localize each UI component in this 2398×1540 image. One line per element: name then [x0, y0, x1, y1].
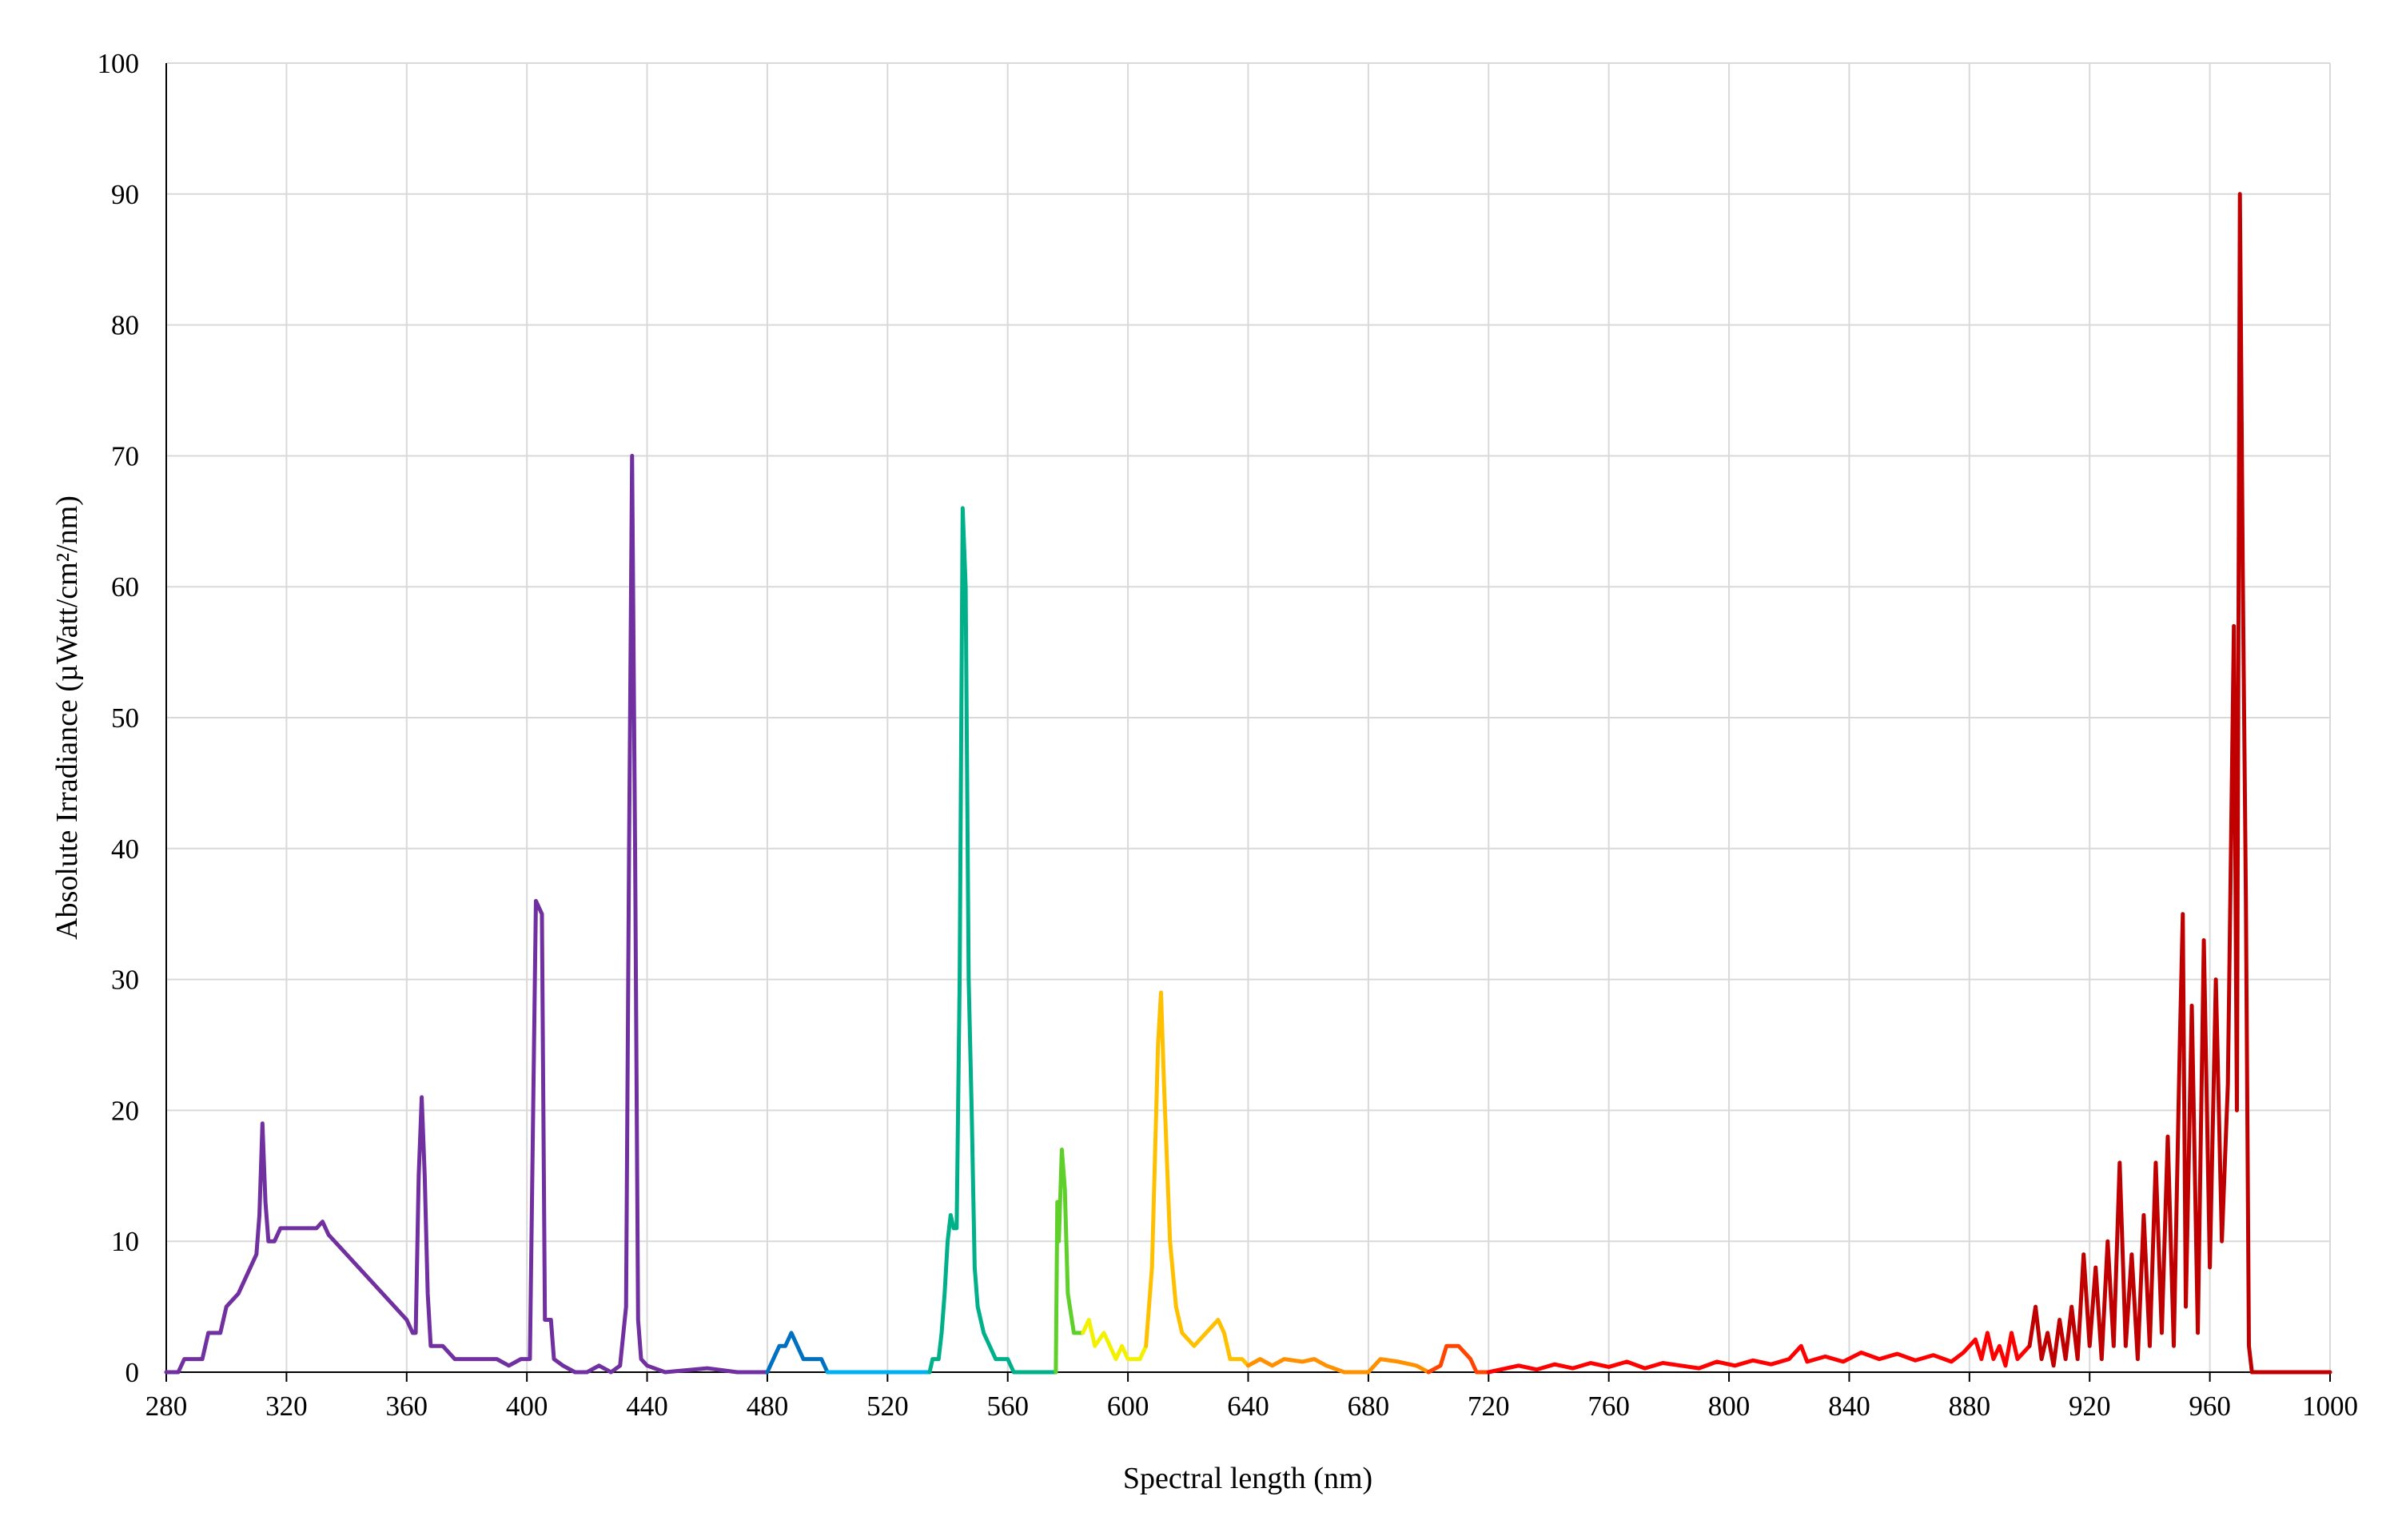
x-tick-label: 960 — [2189, 1391, 2231, 1422]
x-tick-label: 680 — [1348, 1391, 1390, 1422]
spectrum-line — [1081, 1317, 1149, 1362]
spectrum-line — [164, 453, 770, 1375]
x-tick-label: 280 — [145, 1391, 188, 1422]
x-tick-label: 640 — [1227, 1391, 1269, 1422]
spectrum-line — [927, 506, 1058, 1375]
x-tick-label: 440 — [626, 1391, 668, 1422]
x-tick-label: 600 — [1107, 1391, 1149, 1422]
x-tick-label: 880 — [1949, 1391, 1991, 1422]
y-tick-label: 10 — [111, 1226, 139, 1257]
x-tick-label: 760 — [1587, 1391, 1630, 1422]
y-tick-label: 70 — [111, 440, 139, 472]
y-tick-label: 50 — [111, 702, 139, 734]
y-tick-label: 40 — [111, 834, 139, 865]
x-tick-label: 560 — [986, 1391, 1029, 1422]
x-tick-label: 320 — [265, 1391, 308, 1422]
y-axis-title: Absolute Irradiance (µWatt/cm²/nm) — [50, 495, 84, 940]
y-tick-label: 30 — [111, 965, 139, 996]
y-tick-label: 60 — [111, 571, 139, 603]
spectrum-line — [765, 1331, 830, 1375]
x-tick-label: 720 — [1468, 1391, 1510, 1422]
spectrum-line — [1246, 1357, 1431, 1375]
x-tick-label: 520 — [866, 1391, 909, 1422]
y-tick-label: 20 — [111, 1095, 139, 1126]
spectrum-line — [1144, 990, 1250, 1368]
y-tick-label: 0 — [125, 1357, 140, 1388]
x-axis-title: Spectral length (nm) — [1123, 1462, 1372, 1495]
x-tick-label: 1000 — [2302, 1391, 2358, 1422]
y-tick-label: 100 — [98, 48, 140, 79]
x-tick-label: 840 — [1828, 1391, 1870, 1422]
x-tick-label: 400 — [506, 1391, 548, 1422]
y-tick-label: 80 — [111, 310, 139, 341]
x-tick-label: 800 — [1708, 1391, 1751, 1422]
spectrum-line — [1054, 1148, 1085, 1375]
x-tick-label: 480 — [747, 1391, 789, 1422]
spectrum-line — [1426, 1343, 1491, 1375]
y-tick-label: 90 — [111, 179, 139, 210]
spectrum-line — [2027, 192, 2332, 1375]
x-tick-label: 920 — [2069, 1391, 2111, 1422]
x-tick-label: 360 — [386, 1391, 428, 1422]
spectrum-line — [1486, 1331, 2032, 1375]
